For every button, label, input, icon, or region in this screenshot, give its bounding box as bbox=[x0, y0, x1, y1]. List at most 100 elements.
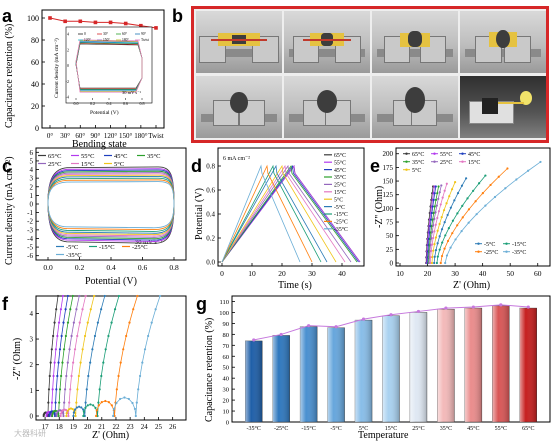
panel-e-data-point bbox=[433, 192, 436, 195]
panel-e-xtick-label: 20 bbox=[424, 269, 432, 278]
panel-f-data-point bbox=[158, 294, 162, 298]
panel-g-bar-shading bbox=[382, 315, 400, 422]
panel-e-data-point bbox=[450, 188, 454, 191]
panel-e-data-point bbox=[434, 223, 437, 226]
panel-a-inset-ylabel: Current density (mA cm⁻²) bbox=[53, 38, 60, 98]
panel-a-inset-cv-curve bbox=[75, 39, 143, 93]
panel-c-ytick-label: 3 bbox=[30, 175, 34, 183]
panel-c-xtick-label: 0.2 bbox=[75, 263, 85, 272]
panel-e-data-point bbox=[453, 181, 457, 184]
panel-g-ytick-label: 60 bbox=[223, 354, 230, 361]
panel-e-xtick-label: 60 bbox=[534, 269, 542, 278]
panel-f-data-point bbox=[78, 405, 81, 408]
panel-label-a: a bbox=[2, 6, 13, 26]
panel-e-ytick-label: 0 bbox=[390, 260, 394, 268]
panel-e-legend-marker bbox=[405, 168, 408, 171]
panel-e-legend-marker bbox=[477, 250, 480, 253]
panel-f-data-point bbox=[147, 334, 150, 338]
panel-f-data-point bbox=[76, 334, 79, 338]
panel-d-legend-label: 45°C bbox=[334, 167, 346, 174]
panel-f-data-point bbox=[72, 414, 75, 418]
panel-f-data-point bbox=[150, 321, 153, 324]
panel-e-data-point bbox=[436, 192, 439, 195]
panel-f-data-point bbox=[64, 308, 67, 311]
panel-e-data-point bbox=[431, 230, 434, 234]
panel-c-xtick-label: 0.8 bbox=[169, 263, 179, 272]
panel-f-ytick-label: 1 bbox=[30, 387, 34, 395]
panel-f-xtick-label: 19 bbox=[70, 423, 78, 431]
panel-d-ytick-label: 0.6 bbox=[206, 187, 215, 195]
panel-f-xlabel: Z' (Ohm) bbox=[92, 430, 129, 441]
panel-f-data-point bbox=[65, 412, 68, 415]
panel-f-data-point bbox=[69, 388, 72, 391]
panel-e-data-point bbox=[430, 249, 433, 253]
panel-g-data-point bbox=[416, 309, 421, 314]
panel-f-data-point bbox=[62, 414, 65, 418]
panel-e-data-point bbox=[504, 187, 507, 190]
panel-e-data-point bbox=[527, 169, 530, 172]
panel-e-data-point bbox=[461, 216, 464, 219]
panel-e-data-point bbox=[436, 242, 439, 245]
panel-f-data-point bbox=[53, 413, 56, 416]
panel-g-xtick-label: 55°C bbox=[495, 425, 507, 432]
panel-f-data-point bbox=[133, 407, 137, 411]
panel-label-e: e bbox=[370, 156, 380, 176]
panel-f-data-point bbox=[66, 361, 69, 364]
panel-f-data-point bbox=[72, 321, 75, 324]
panel-f-data-point bbox=[72, 361, 75, 364]
panel-f-data-point bbox=[66, 321, 70, 324]
panel-f-data-point bbox=[57, 321, 61, 324]
panel-c-ytick-label: 4 bbox=[30, 166, 34, 174]
panel-c-xtick-label: 0.0 bbox=[43, 263, 53, 272]
panel-e-data-point bbox=[432, 249, 435, 252]
panel-f-data-point bbox=[58, 388, 62, 391]
panel-f-data-point bbox=[73, 408, 77, 411]
panel-d-legend-label: -15°C bbox=[334, 211, 348, 218]
panel-f-data-point bbox=[55, 412, 58, 415]
panel-g-xtick-label: -5°C bbox=[330, 425, 341, 432]
panel-g-ytick-label: 90 bbox=[223, 321, 230, 328]
panel-f-data-point bbox=[91, 348, 94, 351]
panel-c-xtick-label: 0.6 bbox=[138, 263, 148, 272]
photo-led-demo bbox=[460, 76, 546, 138]
panel-c-ytick-label: -6 bbox=[27, 252, 33, 260]
panel-e-data-point bbox=[461, 204, 464, 207]
panel-g-ytick-label: 30 bbox=[223, 387, 230, 394]
panel-g-data-point bbox=[471, 305, 475, 309]
panel-f-data-point bbox=[95, 414, 98, 418]
panel-e-data-point bbox=[440, 215, 443, 219]
panel-a-xtick-label: 150° bbox=[119, 132, 133, 140]
panel-e-data-point bbox=[436, 229, 439, 232]
panel-e-legend-label: 35°C bbox=[412, 159, 424, 166]
panel-e-legend-label: 65°C bbox=[412, 151, 424, 158]
panel-f-data-point bbox=[70, 374, 73, 378]
panel-e-data-point bbox=[435, 261, 439, 265]
panel-f-ytick-label: 3 bbox=[30, 336, 34, 344]
panel-f-data-point bbox=[137, 388, 140, 391]
panel-d-legend-label: 35°C bbox=[334, 174, 346, 181]
panel-e-data-point bbox=[432, 198, 435, 201]
panel-f-data-point bbox=[71, 407, 74, 411]
panel-f-data-point bbox=[51, 412, 54, 416]
panel-d-xtick-label: 20 bbox=[278, 269, 286, 278]
panel-e-data-point bbox=[465, 177, 468, 180]
panel-a-inset-legend-label: 0 bbox=[84, 32, 86, 36]
panel-d-xtick-label: 40 bbox=[338, 269, 346, 278]
panel-g-data-point bbox=[444, 306, 448, 310]
panel-e-legend-marker bbox=[477, 242, 480, 245]
panel-e-ytick-label: 125 bbox=[383, 191, 394, 199]
panel-e-data-point bbox=[438, 248, 441, 251]
panel-e-xtick-label: 40 bbox=[479, 269, 487, 278]
panel-e-data-point bbox=[446, 239, 450, 243]
panel-c-ytick-label: -5 bbox=[27, 244, 33, 252]
panel-label-f: f bbox=[2, 294, 9, 314]
panel-f-xtick-label: 20 bbox=[84, 423, 92, 431]
panel-f-data-point bbox=[68, 348, 71, 351]
panel-d-ytick-label: 0.8 bbox=[206, 163, 215, 171]
panel-f-data-point bbox=[48, 374, 51, 378]
panel-e-data-point bbox=[515, 178, 518, 181]
panel-g-bar-shading bbox=[437, 309, 455, 422]
panel-e-ytick-label: 200 bbox=[383, 150, 394, 158]
panel-f-data-point bbox=[62, 321, 65, 324]
